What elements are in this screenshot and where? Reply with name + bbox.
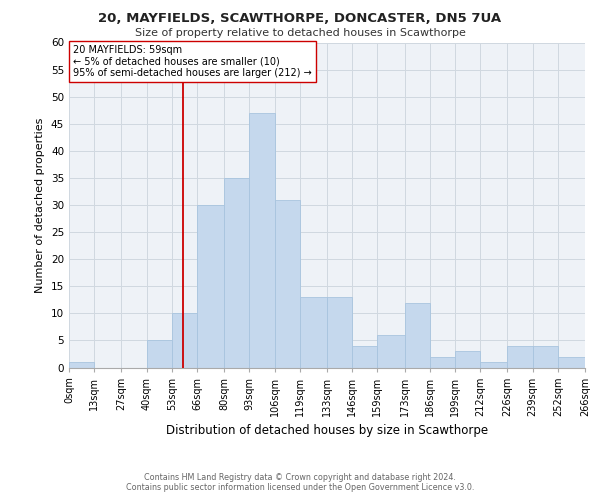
- Bar: [377, 335, 404, 368]
- Bar: [404, 302, 430, 368]
- Bar: [224, 178, 250, 368]
- Bar: [533, 346, 558, 368]
- Bar: [275, 200, 300, 368]
- Bar: [300, 297, 327, 368]
- Bar: [69, 362, 94, 368]
- Bar: [455, 351, 480, 368]
- X-axis label: Distribution of detached houses by size in Scawthorpe: Distribution of detached houses by size …: [166, 424, 488, 438]
- Bar: [172, 314, 197, 368]
- Text: Size of property relative to detached houses in Scawthorpe: Size of property relative to detached ho…: [134, 28, 466, 38]
- Bar: [430, 356, 455, 368]
- Text: Contains HM Land Registry data © Crown copyright and database right 2024.
Contai: Contains HM Land Registry data © Crown c…: [126, 473, 474, 492]
- Text: 20, MAYFIELDS, SCAWTHORPE, DONCASTER, DN5 7UA: 20, MAYFIELDS, SCAWTHORPE, DONCASTER, DN…: [98, 12, 502, 26]
- Bar: [197, 205, 224, 368]
- Text: 20 MAYFIELDS: 59sqm
← 5% of detached houses are smaller (10)
95% of semi-detache: 20 MAYFIELDS: 59sqm ← 5% of detached hou…: [73, 45, 311, 78]
- Bar: [508, 346, 533, 368]
- Y-axis label: Number of detached properties: Number of detached properties: [35, 118, 46, 292]
- Bar: [327, 297, 352, 368]
- Bar: [558, 356, 585, 368]
- Bar: [480, 362, 508, 368]
- Bar: [250, 113, 275, 368]
- Bar: [146, 340, 172, 367]
- Bar: [352, 346, 377, 368]
